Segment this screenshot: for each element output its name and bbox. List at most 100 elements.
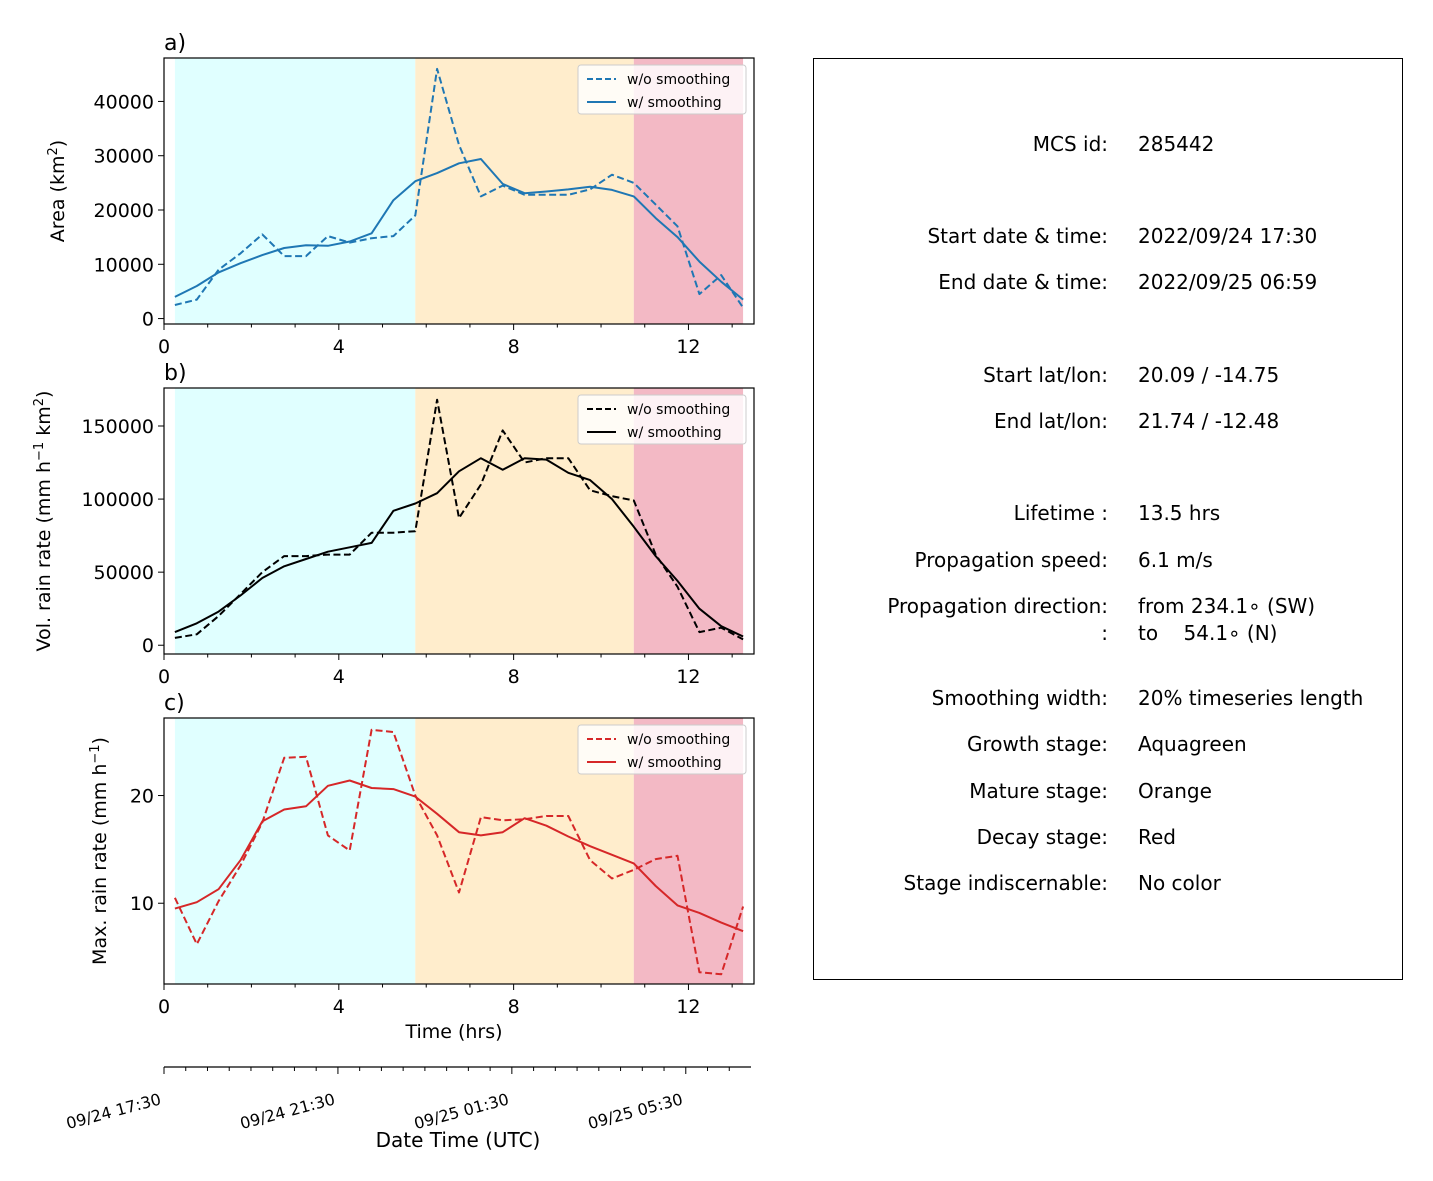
- y-axis-label-part: Area (km: [47, 156, 69, 243]
- y-tick-label: 10: [130, 893, 154, 915]
- panel-label: a): [164, 31, 186, 56]
- x-tick-label: 0: [158, 666, 170, 688]
- datetime-axis: 09/24 17:30 09/24 21:30 09/25 01:30 09/25 0…: [64, 1066, 751, 1152]
- legend-label: w/ smoothing: [627, 755, 722, 771]
- y-tick-label: 0: [142, 309, 154, 331]
- info-value: 20.09 / -14.75: [1138, 363, 1280, 387]
- legend-label: w/ smoothing: [627, 425, 722, 441]
- info-row-stage-indiscernable: Stage indiscernable: No color: [814, 871, 1404, 895]
- y-axis-label: Vol. rain rate (mm h−1 km2): [32, 391, 55, 652]
- series-line-raw: [173, 728, 745, 976]
- datetime-tick-label: 09/24 21:30: [238, 1090, 337, 1134]
- legend-box: [577, 64, 747, 115]
- info-row-smoothing-width: Smoothing width: 20% timeseries length: [814, 686, 1404, 710]
- info-row-decay-stage: Decay stage: Red: [814, 825, 1404, 849]
- y-axis-label-part: ): [33, 391, 55, 398]
- info-row-propagation-speed: Propagation speed: 6.1 m/s: [814, 548, 1404, 572]
- axes-frame: [163, 717, 755, 985]
- info-value: 21.74 / -12.48: [1138, 409, 1280, 433]
- info-label: Start date & time:: [927, 224, 1108, 248]
- y-tick-label: 50000: [94, 562, 154, 584]
- info-value: 285442: [1138, 132, 1215, 156]
- series-line-smoothed: [174, 457, 744, 638]
- info-label: Decay stage:: [976, 825, 1108, 849]
- info-label: Propagation speed:: [914, 548, 1108, 572]
- info-label: End date & time:: [938, 270, 1108, 294]
- y-tick-label: 150000: [81, 416, 154, 438]
- x-tick-label: 0: [158, 996, 170, 1018]
- info-row-mature-stage: Mature stage: Orange: [814, 779, 1404, 803]
- series-line-raw: [174, 67, 744, 309]
- info-row-end-time: End date & time: 2022/09/25 06:59: [814, 270, 1404, 294]
- y-tick-label: 20: [130, 786, 154, 808]
- y-axis-label: Area (km2): [46, 140, 69, 242]
- mcs-info-panel: MCS id: 285442 Start date & time: 2022/0…: [813, 58, 1403, 980]
- stage-band-growth: [174, 388, 416, 654]
- stage-band-growth: [174, 58, 416, 324]
- info-row-growth-stage: Growth stage: Aquagreen: [814, 732, 1404, 756]
- info-value: No color: [1138, 871, 1221, 895]
- stage-band-growth: [174, 718, 416, 984]
- y-tick-label: 0: [142, 635, 154, 657]
- legend: w/o smoothing w/ smoothing: [577, 724, 747, 775]
- y-axis-label-part: km: [33, 406, 55, 442]
- info-label: Growth stage:: [966, 732, 1108, 756]
- y-axis-label-part: ): [89, 737, 111, 744]
- y-axis-label-part: Max. rain rate (mm h: [89, 764, 111, 965]
- y-tick-label: 20000: [94, 200, 154, 222]
- info-value: 6.1 m/s: [1138, 548, 1213, 572]
- x-tick-label: 12: [676, 996, 700, 1018]
- info-label: :: [1101, 621, 1108, 645]
- y-axis-label-part: 2: [46, 147, 61, 155]
- axes-frame: [163, 57, 755, 325]
- panel-label: c): [164, 691, 185, 716]
- info-label: Smoothing width:: [931, 686, 1108, 710]
- info-row-start-time: Start date & time: 2022/09/24 17:30: [814, 224, 1404, 248]
- panel-1: 0 10000 20000 30000 40000 0 4 8 12 a) Area (km2) w/…: [46, 31, 755, 358]
- info-row-lifetime: Lifetime : 13.5 hrs: [814, 501, 1404, 525]
- info-value: 13.5 hrs: [1138, 501, 1221, 525]
- y-tick-label: 30000: [94, 146, 154, 168]
- info-label: Lifetime :: [1013, 501, 1108, 525]
- info-row-propagation-direction-to: : to 54.1∘ (N): [814, 621, 1404, 645]
- legend-label: w/o smoothing: [627, 732, 730, 748]
- info-value: 2022/09/25 06:59: [1138, 270, 1318, 294]
- info-value: Red: [1138, 825, 1176, 849]
- info-label: Propagation direction:: [887, 594, 1108, 618]
- info-label: Mature stage:: [969, 779, 1108, 803]
- y-tick-label: 10000: [94, 254, 154, 276]
- info-label: End lat/lon:: [994, 409, 1108, 433]
- datetime-axis-label: Date Time (UTC): [376, 1128, 541, 1152]
- y-tick-label: 100000: [81, 489, 154, 511]
- info-row-propagation-direction: Propagation direction: from 234.1∘ (SW): [814, 594, 1404, 618]
- info-row-mcs-id: MCS id: 285442: [814, 132, 1404, 156]
- x-tick-label: 8: [508, 996, 520, 1018]
- panel-2: 0 50000 100000 150000 0 4 8 12 b) Vol. rain rate …: [32, 361, 755, 688]
- datetime-tick-label: 09/25 01:30: [412, 1090, 511, 1134]
- y-axis-label: Max. rain rate (mm h−1): [88, 737, 111, 965]
- series-line-raw: [174, 398, 744, 641]
- info-value: from 234.1∘ (SW): [1138, 594, 1316, 618]
- info-value: Aquagreen: [1138, 732, 1247, 756]
- info-label: Start lat/lon:: [983, 363, 1108, 387]
- info-label: Stage indiscernable:: [903, 871, 1108, 895]
- x-tick-label: 0: [158, 336, 170, 358]
- panel-3: 10 20 0 4 8 12 c) Max. rain rate (mm h−1) Time (…: [88, 691, 755, 1043]
- y-axis-label-part: −1: [32, 442, 47, 461]
- legend: w/o smoothing w/ smoothing: [577, 64, 747, 115]
- x-tick-label: 12: [676, 336, 700, 358]
- y-axis-label-part: 2: [32, 398, 47, 406]
- x-tick-label: 12: [676, 666, 700, 688]
- legend-label: w/o smoothing: [627, 402, 730, 418]
- x-tick-label: 8: [508, 336, 520, 358]
- x-axis-label: Time (hrs): [404, 1021, 502, 1043]
- info-value: 20% timeseries length: [1138, 686, 1364, 710]
- axes-frame: [163, 387, 755, 655]
- info-value: Orange: [1138, 779, 1212, 803]
- x-tick-label: 4: [333, 336, 345, 358]
- series-line-smoothed: [174, 779, 744, 933]
- panel-label: b): [164, 361, 187, 386]
- info-row-end-latlon: End lat/lon: 21.74 / -12.48: [814, 409, 1404, 433]
- info-value: to 54.1∘ (N): [1138, 621, 1278, 645]
